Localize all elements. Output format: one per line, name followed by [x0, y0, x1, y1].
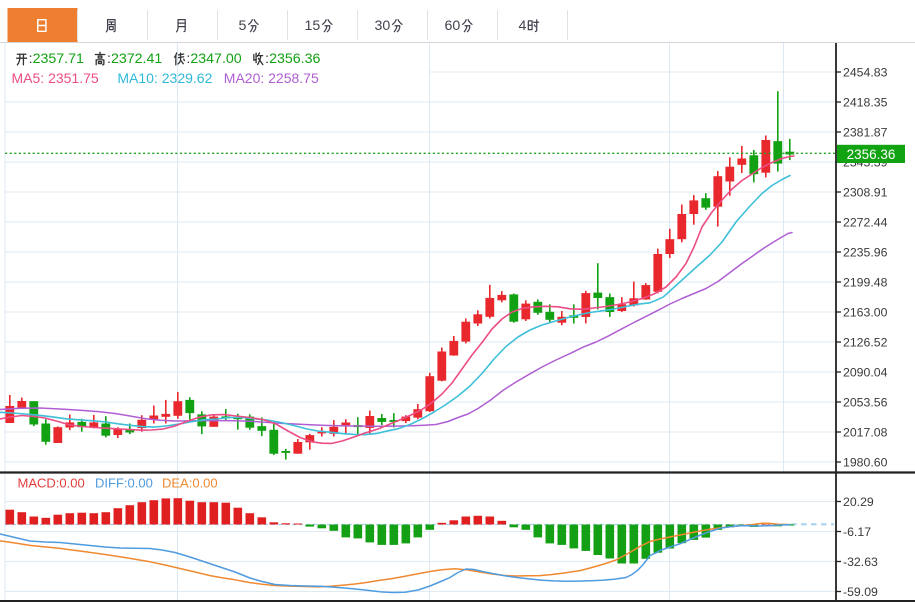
svg-text:2126.52: 2126.52 — [843, 335, 888, 349]
svg-text::: : — [107, 50, 111, 66]
svg-text:MA5: 2351.75: MA5: 2351.75 — [12, 70, 99, 86]
svg-text:2418.35: 2418.35 — [843, 95, 888, 109]
svg-text:MACD:0.00: MACD:0.00 — [18, 476, 85, 491]
svg-text:2235.96: 2235.96 — [843, 245, 888, 259]
svg-text:2381.87: 2381.87 — [843, 125, 888, 139]
svg-text:2372.41: 2372.41 — [111, 51, 162, 67]
svg-text::: : — [186, 50, 190, 66]
svg-text:1980.60: 1980.60 — [843, 455, 888, 469]
svg-text:4: 4 — [519, 18, 527, 34]
svg-text:2272.44: 2272.44 — [843, 215, 888, 229]
svg-text:MA20: 2258.75: MA20: 2258.75 — [224, 70, 319, 86]
svg-text:5: 5 — [239, 18, 247, 34]
svg-text:2199.48: 2199.48 — [843, 275, 888, 289]
svg-text:2163.00: 2163.00 — [843, 305, 888, 319]
svg-text:-32.63: -32.63 — [843, 555, 878, 569]
svg-text:-59.09: -59.09 — [843, 585, 878, 599]
svg-text:DIFF:0.00: DIFF:0.00 — [95, 476, 153, 491]
svg-text:2308.91: 2308.91 — [843, 185, 888, 199]
svg-text:2017.08: 2017.08 — [843, 425, 888, 439]
svg-text:2356.36: 2356.36 — [847, 147, 896, 162]
svg-text:2053.56: 2053.56 — [843, 395, 888, 409]
svg-text:MA10: 2329.62: MA10: 2329.62 — [117, 70, 212, 86]
svg-text:2356.36: 2356.36 — [269, 51, 320, 67]
svg-text::: : — [29, 50, 33, 66]
svg-text::: : — [265, 50, 269, 66]
svg-text:15: 15 — [305, 18, 321, 34]
svg-text:2454.83: 2454.83 — [843, 65, 888, 79]
svg-text:2347.00: 2347.00 — [190, 51, 241, 67]
svg-text:60: 60 — [445, 18, 461, 34]
svg-text:-6.17: -6.17 — [843, 525, 871, 539]
svg-text:30: 30 — [375, 18, 391, 34]
svg-text:20.29: 20.29 — [843, 495, 874, 509]
svg-text:2090.04: 2090.04 — [843, 365, 888, 379]
svg-text:DEA:0.00: DEA:0.00 — [162, 476, 218, 491]
svg-text:2357.71: 2357.71 — [33, 51, 84, 67]
